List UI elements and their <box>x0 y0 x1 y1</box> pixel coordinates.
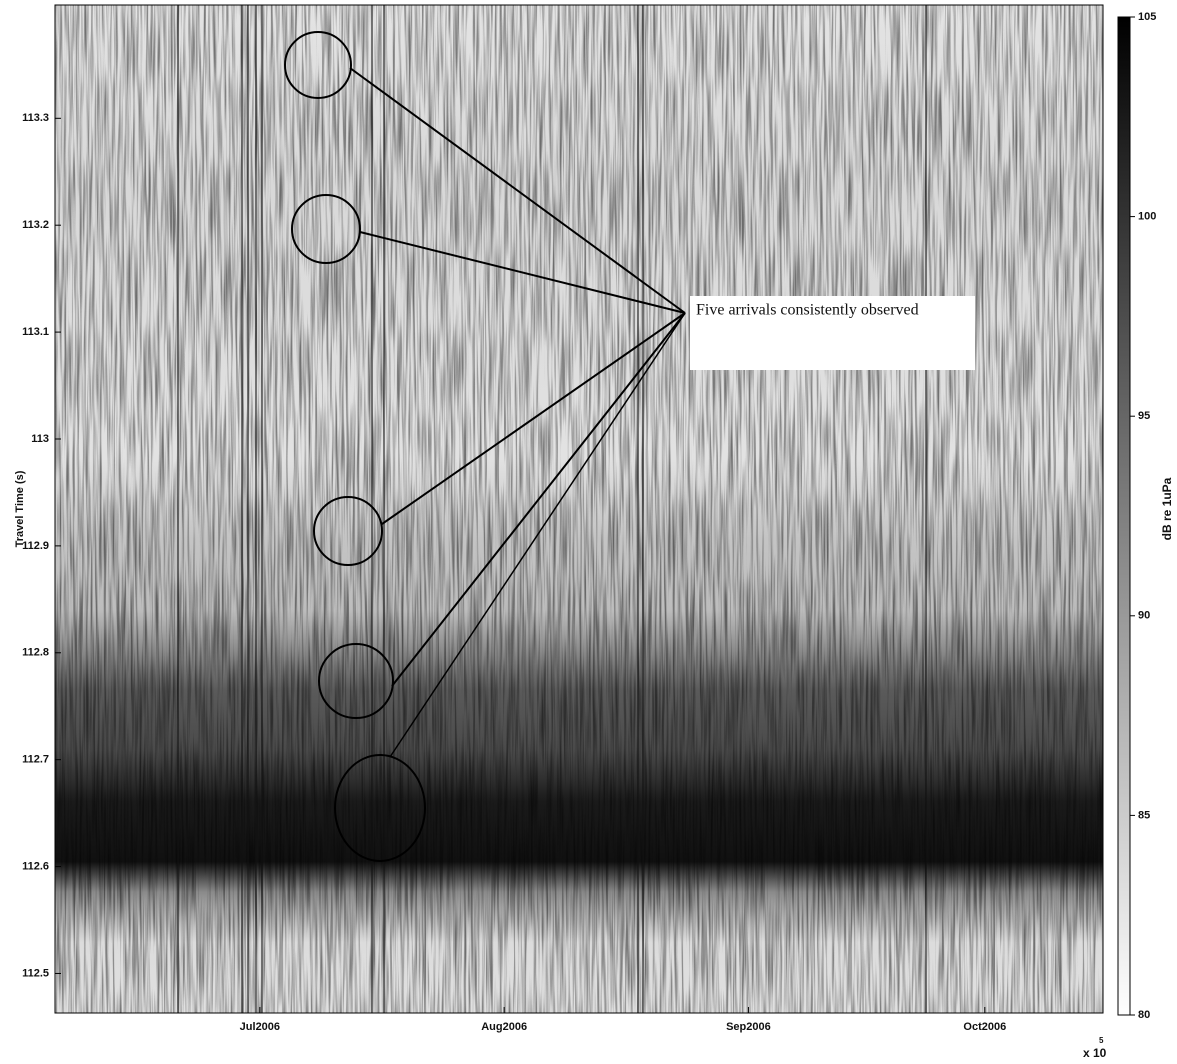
y-tick-label: 112.9 <box>22 540 49 552</box>
colorbar-tick-label: 80 <box>1138 1009 1150 1021</box>
y-tick-label: 113.1 <box>22 326 49 338</box>
y-tick-label: 113.3 <box>22 112 49 124</box>
colorbar-tick-label: 90 <box>1138 610 1150 622</box>
y-axis-label: Travel Time (s) <box>14 470 26 547</box>
y-tick-label: 113.2 <box>22 219 49 231</box>
x-tick-label: Sep2006 <box>726 1021 771 1033</box>
colorbar-tick-label: 95 <box>1138 410 1150 422</box>
colorbar-label: dB re 1uPa <box>1160 477 1174 540</box>
y-tick-label: 112.7 <box>22 754 49 766</box>
colorbar <box>1118 17 1130 1015</box>
annotation: Five arrivals consistently observed <box>696 302 919 319</box>
y-tick-label: 112.6 <box>22 860 49 872</box>
colorbar-tick-label: 105 <box>1138 11 1156 23</box>
heatmap <box>55 5 1103 1013</box>
x-tick-label: Aug2006 <box>481 1021 527 1033</box>
y-tick-label: 112.8 <box>22 647 49 659</box>
x-tick-label: Jul2006 <box>240 1021 280 1033</box>
x-exponent: 5 <box>1099 1036 1104 1045</box>
y-tick-label: 113 <box>31 433 49 445</box>
x-multiplier: x 10 <box>1083 1046 1107 1060</box>
colorbar-tick-label: 100 <box>1138 211 1156 223</box>
colorbar-tick-label: 85 <box>1138 809 1150 821</box>
y-tick-label: 112.5 <box>22 967 49 979</box>
chart: Five arrivals consistently observed Trav… <box>0 0 1177 1064</box>
x-tick-label: Oct2006 <box>963 1021 1006 1033</box>
